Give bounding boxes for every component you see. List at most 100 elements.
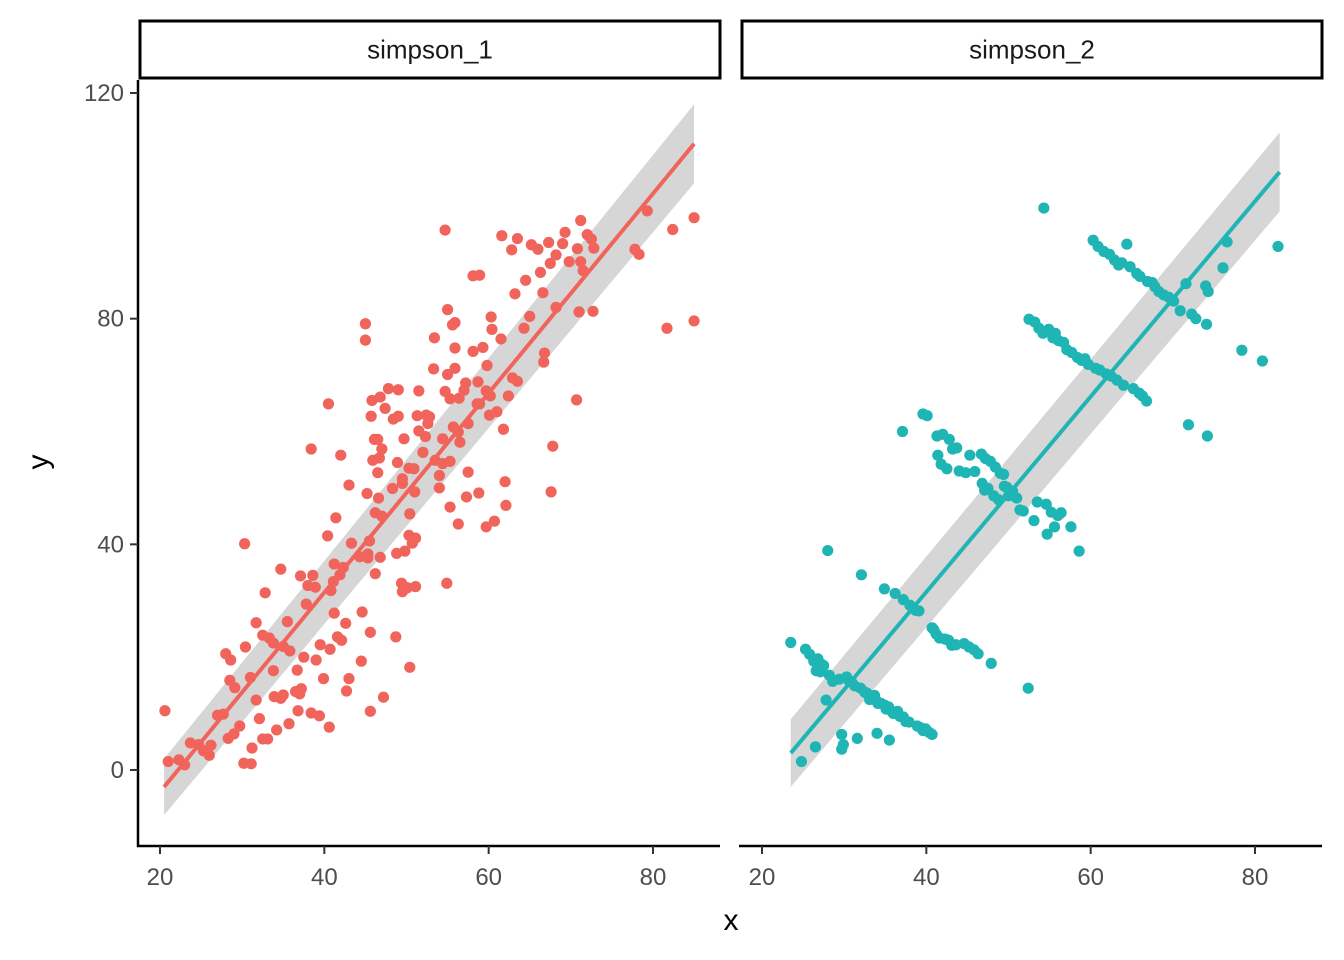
data-point [359,334,372,346]
data-point [253,713,266,725]
data-point [480,521,492,533]
data-point [343,479,355,491]
data-point [1174,305,1186,317]
regression-line [162,142,696,789]
data-point [373,452,385,464]
data-point [439,224,451,236]
data-point [688,315,700,327]
data-point [392,410,404,422]
data-point [277,689,289,701]
data-point [245,758,257,770]
data-point [379,402,391,414]
data-point [926,728,938,741]
data-point [667,223,679,236]
data-point [408,463,420,475]
data-point [851,732,863,745]
data-point [1048,521,1061,533]
data-point [376,443,388,455]
data-point [404,661,416,673]
x-tick-label: 60 [475,864,502,891]
data-point [481,359,493,372]
data-point [883,734,895,746]
data-point [441,577,453,589]
facet-strip-1 [740,19,1324,80]
data-point [588,242,600,254]
data-point [921,410,933,422]
data-point [1140,395,1153,407]
data-point [441,304,454,316]
data-point [361,487,373,500]
facet-strip-label: simpson_1 [367,35,493,65]
data-point [454,436,466,448]
data-point [1117,379,1130,391]
data-point [267,637,279,649]
data-point [544,257,556,269]
data-point [203,749,215,761]
data-point [374,391,386,403]
data-point [1272,240,1284,253]
data-point [467,345,479,357]
data-point [324,643,336,655]
data-point [307,569,319,581]
data-point [355,655,367,667]
data-point [896,425,909,438]
data-point [250,694,262,706]
data-point [543,236,555,249]
data-point [477,341,489,354]
data-point [417,446,429,458]
data-point [506,244,518,256]
data-point [511,232,524,245]
data-point [322,398,335,410]
data-point [323,721,335,733]
data-point [485,311,497,323]
data-point [391,456,404,469]
x-tick-label: 20 [147,864,174,891]
data-point [502,390,514,402]
data-point [1217,262,1229,274]
data-point [960,467,972,479]
data-point [1182,419,1195,431]
data-point [441,368,454,381]
data-point [1011,492,1023,504]
x-tick-label: 60 [1077,864,1104,891]
data-point [460,491,473,503]
x-axis-title: x [724,904,739,937]
data-point [820,694,832,706]
data-point [159,705,171,717]
data-point [452,518,464,530]
data-point [309,581,321,593]
data-point [462,466,474,478]
x-tick-label: 40 [913,864,940,891]
data-point [411,410,423,422]
data-point [950,639,962,651]
x-tick-label: 80 [640,864,667,891]
data-point [239,641,252,653]
regression-line [789,170,1282,755]
data-point [294,570,307,582]
data-point [399,545,411,557]
data-point [547,440,559,452]
data-point [585,233,597,245]
data-point [365,410,377,422]
data-point [587,305,599,317]
data-point [1201,430,1213,442]
data-point [250,617,262,629]
data-point [641,205,653,217]
data-point [369,568,381,580]
data-point [275,563,287,575]
data-point [511,375,524,387]
data-point [997,468,1010,480]
data-point [818,660,830,672]
data-point [328,558,340,570]
data-point [534,266,547,279]
data-point [398,433,410,445]
data-point [392,384,404,396]
data-point [1022,682,1034,694]
data-point [390,631,402,643]
data-point [359,318,372,330]
data-point [262,733,274,745]
data-point [437,433,449,445]
data-point [162,755,174,768]
data-point [374,551,386,563]
